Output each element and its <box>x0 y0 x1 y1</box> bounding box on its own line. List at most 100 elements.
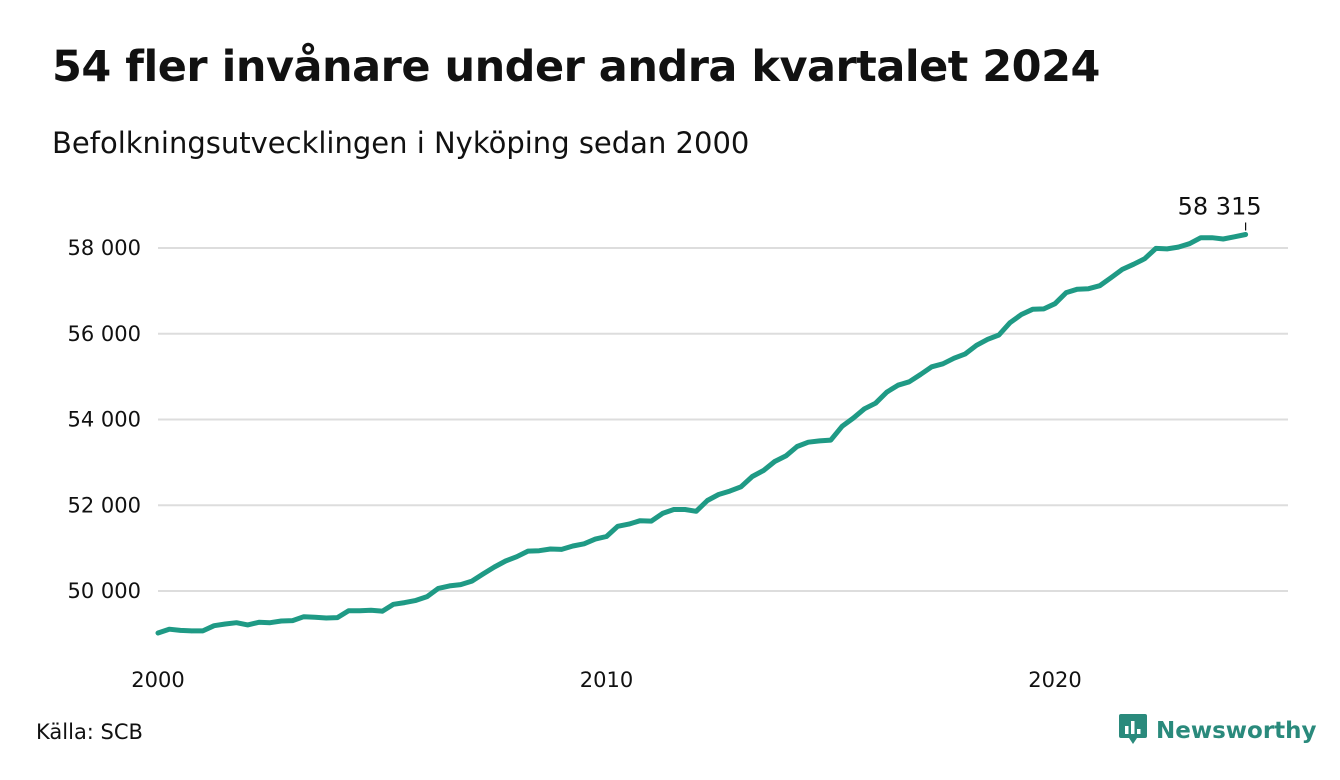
data-point <box>525 548 531 554</box>
data-point <box>637 518 643 523</box>
series-line <box>155 232 1249 636</box>
data-point <box>604 534 609 539</box>
data-point <box>211 623 217 628</box>
data-point <box>615 524 620 529</box>
data-point <box>705 498 710 503</box>
data-point <box>1052 301 1058 306</box>
data-point <box>750 474 755 479</box>
data-point <box>245 622 250 628</box>
data-point <box>985 337 990 342</box>
data-point <box>929 364 934 369</box>
data-point <box>290 618 295 623</box>
data-point <box>1120 267 1125 272</box>
data-point <box>223 621 228 627</box>
y-tick-label: 52 000 <box>68 493 141 517</box>
data-point <box>436 586 441 591</box>
data-point <box>1019 312 1024 317</box>
data-point <box>1164 246 1170 252</box>
data-point <box>996 332 1002 338</box>
data-point <box>167 627 172 632</box>
data-point <box>907 379 912 384</box>
series-layer <box>155 232 1249 636</box>
newsworthy-logo-icon <box>1118 712 1148 750</box>
data-point <box>682 507 688 512</box>
data-point <box>1131 262 1136 267</box>
data-point <box>1243 232 1248 237</box>
data-point <box>413 598 419 603</box>
data-point <box>593 536 598 542</box>
data-point <box>548 546 553 552</box>
data-point <box>1176 244 1181 250</box>
data-point <box>368 608 374 613</box>
data-point <box>839 424 845 429</box>
data-point <box>794 444 800 449</box>
data-point <box>380 609 385 614</box>
data-point <box>862 406 867 411</box>
data-point <box>1187 241 1192 246</box>
data-point <box>559 547 564 552</box>
x-tick-label: 2000 <box>131 668 184 692</box>
data-point <box>1153 246 1159 251</box>
data-point <box>492 564 497 570</box>
data-point <box>402 600 407 605</box>
data-point <box>581 541 587 546</box>
data-point <box>200 628 205 634</box>
data-point <box>481 571 486 577</box>
data-point <box>1142 256 1147 261</box>
data-point <box>1209 235 1215 240</box>
annotation-layer: 58 315 <box>1178 192 1262 231</box>
data-point <box>828 437 833 443</box>
source-note: Källa: SCB <box>36 720 143 744</box>
data-point <box>267 620 273 625</box>
data-point <box>1097 283 1103 288</box>
data-point <box>1041 306 1047 312</box>
data-point <box>391 602 396 607</box>
data-point <box>1007 320 1013 325</box>
data-point <box>660 511 665 516</box>
end-value-label: 58 315 <box>1178 192 1262 220</box>
y-tick-label: 50 000 <box>68 579 141 603</box>
data-point <box>256 620 262 625</box>
data-point <box>1030 307 1035 312</box>
data-point <box>346 608 351 613</box>
data-point <box>727 488 732 494</box>
data-point <box>817 438 822 444</box>
data-point <box>514 554 519 559</box>
data-point <box>178 628 183 633</box>
data-point <box>458 582 463 587</box>
data-point <box>716 492 721 497</box>
data-point <box>469 578 475 584</box>
data-point <box>189 628 194 634</box>
chart-subtitle: Befolkningsutvecklingen i Nyköping sedan… <box>52 126 750 160</box>
data-point <box>357 608 362 613</box>
data-point <box>1108 275 1114 280</box>
data-point <box>806 440 811 445</box>
data-point <box>1232 234 1237 239</box>
y-tick-label: 58 000 <box>68 236 141 260</box>
data-point <box>671 507 676 512</box>
data-point <box>1075 287 1080 292</box>
data-point <box>761 468 766 473</box>
x-tick-label: 2020 <box>1028 668 1081 692</box>
data-point <box>1086 286 1091 291</box>
data-point <box>772 459 777 464</box>
brand-logo[interactable]: Newsworthy <box>1118 712 1317 750</box>
data-point <box>884 389 889 395</box>
data-point <box>895 383 901 388</box>
data-point <box>155 630 161 636</box>
data-point <box>873 401 878 406</box>
x-tick-label: 2010 <box>580 668 633 692</box>
data-point <box>851 416 856 421</box>
data-point <box>649 518 654 524</box>
grid-lines <box>158 247 1288 592</box>
brand-name: Newsworthy <box>1156 718 1317 744</box>
data-point <box>1198 235 1204 240</box>
y-axis-tick-labels: 50 000 52 000 54 000 56 000 58 000 <box>68 236 141 603</box>
data-point <box>940 361 946 366</box>
data-point <box>335 615 340 620</box>
data-point <box>234 620 239 625</box>
data-point <box>503 558 508 564</box>
data-point <box>324 615 329 621</box>
x-axis-tick-labels: 2000 2010 2020 <box>131 668 1081 692</box>
